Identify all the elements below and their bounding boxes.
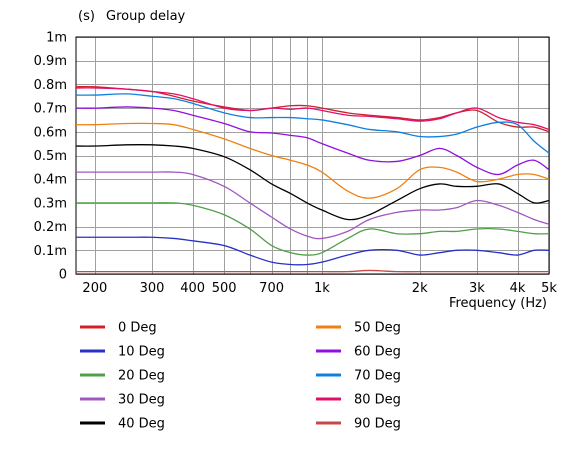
x-tick-label: 1k: [314, 281, 330, 296]
y-tick-label: 0.6m: [34, 125, 67, 140]
grid: [76, 37, 550, 275]
x-tick-label: 200: [82, 281, 107, 296]
x-tick-label: 2k: [412, 281, 428, 296]
axis-labels: 0 0.1m 0.2m 0.3m 0.4m 0.5m 0.6m 0.7m 0.8m 0.9m 1m 2…: [34, 31, 558, 297]
y-tick-label: 0.9m: [34, 54, 67, 69]
chart-title: Group delay: [106, 9, 186, 24]
y-unit-label: (s): [78, 9, 95, 24]
series-line-20-deg: [75, 202, 550, 256]
legend-label: 10 Deg: [118, 345, 165, 360]
y-tick-label: 0.8m: [34, 78, 67, 93]
series-line-60-deg: [75, 106, 550, 176]
series-line-80-deg: [75, 87, 550, 131]
plot-frame: [75, 36, 550, 275]
legend-label: 40 Deg: [118, 417, 165, 432]
y-tick-label: 0.4m: [34, 173, 67, 188]
series-line-40-deg: [75, 144, 550, 221]
series-line-50-deg: [75, 122, 550, 199]
legend-label: 90 Deg: [354, 417, 401, 432]
legend-label: 70 Deg: [354, 369, 401, 384]
x-tick-label: 400: [180, 281, 205, 296]
legend-label: 0 Deg: [118, 321, 157, 336]
legend: 0 Deg 10 Deg 20 Deg 30 Deg 40 Deg 50 Deg 60 De…: [80, 321, 401, 432]
y-tick-label: 1m: [46, 31, 67, 46]
legend-label: 60 Deg: [354, 345, 401, 360]
y-tick-label: 0.5m: [34, 149, 67, 164]
x-tick-label: 700: [259, 281, 284, 296]
y-tick-label: 0.1m: [34, 244, 67, 259]
series-line-70-deg: [75, 93, 550, 154]
x-tick-label: 300: [140, 281, 165, 296]
legend-label: 50 Deg: [354, 321, 401, 336]
y-tick-label: 0.7m: [34, 102, 67, 117]
x-tick-label: 3k: [469, 281, 485, 296]
legend-label: 80 Deg: [354, 393, 401, 408]
legend-label: 30 Deg: [118, 393, 165, 408]
legend-label: 20 Deg: [118, 369, 165, 384]
y-tick-label: 0.2m: [34, 220, 67, 235]
series-line-0-deg: [75, 85, 550, 133]
x-tick-label: 5k: [541, 281, 557, 296]
x-tick-label: 500: [212, 281, 237, 296]
y-tick-label: 0.3m: [34, 196, 67, 211]
x-axis-label: Frequency (Hz): [449, 296, 547, 311]
series-lines: [75, 85, 550, 273]
x-tick-label: 4k: [510, 281, 526, 296]
series-line-10-deg: [75, 236, 550, 266]
series-line-90-deg: [75, 269, 549, 273]
y-tick-label: 0: [59, 268, 67, 283]
series-line-30-deg: [76, 171, 550, 240]
